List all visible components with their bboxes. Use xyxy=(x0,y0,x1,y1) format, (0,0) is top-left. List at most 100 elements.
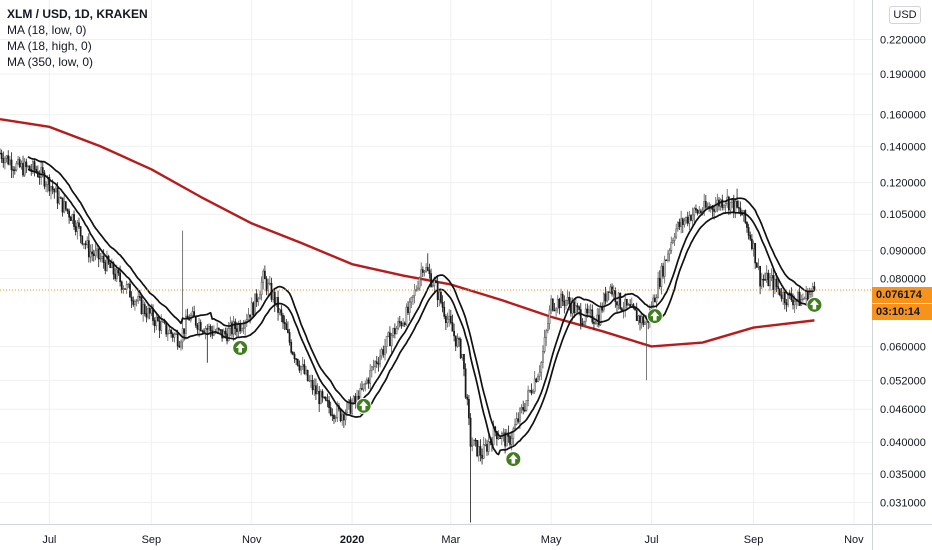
candle-body xyxy=(323,396,325,399)
candle-body xyxy=(519,408,521,422)
symbol-title[interactable]: XLM / USD, 1D, KRAKEN xyxy=(7,7,148,21)
price-axis-label: 0.105000 xyxy=(880,209,926,221)
up-arrow-icon xyxy=(809,299,819,310)
candle-body xyxy=(778,288,781,296)
candle-body xyxy=(685,216,687,222)
candle-body xyxy=(249,314,251,318)
candle-body xyxy=(117,269,120,274)
candle-body xyxy=(119,272,121,283)
candle-body xyxy=(268,282,271,285)
candle-body xyxy=(523,409,526,412)
candle-body xyxy=(403,322,406,326)
candle-body xyxy=(583,321,585,325)
currency-badge[interactable]: USD xyxy=(889,6,921,24)
candle-body xyxy=(155,316,158,327)
candle-body xyxy=(798,291,801,306)
candle-body xyxy=(683,220,686,225)
candle-body xyxy=(458,338,460,340)
price-axis-label: 0.060000 xyxy=(880,341,926,353)
candle-body xyxy=(612,289,615,295)
candle-body xyxy=(468,399,470,419)
candle-body xyxy=(477,446,480,457)
candle-body xyxy=(130,296,133,302)
candle-body xyxy=(698,210,701,214)
candle-body xyxy=(264,270,266,280)
candle-body xyxy=(535,378,538,383)
candle-body xyxy=(78,222,80,227)
candle-body xyxy=(247,314,250,320)
candle-body xyxy=(45,184,47,187)
indicator-ma-350-low[interactable]: MA (350, low, 0) xyxy=(7,55,94,69)
candle-body xyxy=(471,444,474,447)
candle-body xyxy=(777,286,780,290)
candle-body xyxy=(614,289,617,303)
candle-body xyxy=(114,273,117,280)
candle-body xyxy=(644,322,646,325)
candle-body xyxy=(624,298,627,310)
candle-body xyxy=(499,437,502,439)
candle-body xyxy=(706,206,709,208)
candle-body xyxy=(361,388,363,390)
candle-body xyxy=(652,297,655,310)
candle-body xyxy=(591,309,594,323)
candle-body xyxy=(280,309,283,316)
candle-body xyxy=(767,272,770,287)
candle-body xyxy=(517,418,520,422)
price-axis-label: 0.031000 xyxy=(880,497,926,509)
candle-body xyxy=(89,251,92,258)
candle-body xyxy=(157,316,159,322)
candle-body xyxy=(606,291,608,302)
time-axis-label: May xyxy=(541,534,562,546)
candle-body xyxy=(556,298,559,310)
candle-body xyxy=(390,335,393,347)
candle-body xyxy=(232,321,235,335)
candle-body xyxy=(206,328,209,330)
candle-body xyxy=(446,318,449,324)
candle-body xyxy=(663,259,666,277)
candle-body xyxy=(319,391,322,405)
candle-body xyxy=(484,444,487,446)
candle-body xyxy=(443,306,446,317)
candle-body xyxy=(805,290,808,299)
candle-body xyxy=(793,301,796,306)
candle-body xyxy=(326,399,329,402)
candle-body xyxy=(366,379,368,384)
candle-body xyxy=(783,291,786,304)
candle-body xyxy=(127,283,130,286)
candle-body xyxy=(282,315,284,323)
candle-body xyxy=(66,208,69,212)
ma-350-low-line xyxy=(0,117,815,348)
candle-body xyxy=(51,186,54,190)
candle-body xyxy=(744,210,747,223)
candle-body xyxy=(607,291,610,293)
candle-body xyxy=(40,167,43,178)
candle-body xyxy=(444,316,447,324)
candle-body xyxy=(413,289,416,297)
candle-body xyxy=(17,159,19,164)
candle-body xyxy=(300,366,302,371)
time-axis-label: Jul xyxy=(42,534,56,546)
candle-body xyxy=(160,321,163,331)
candle-body xyxy=(433,280,436,286)
indicator-ma-18-low[interactable]: MA (18, low, 0) xyxy=(7,23,87,37)
candle-body xyxy=(331,414,334,417)
candle-body xyxy=(83,243,85,245)
candle-body xyxy=(250,302,253,318)
candle-body xyxy=(387,332,390,337)
candle-body xyxy=(463,353,465,370)
candle-body xyxy=(339,408,342,422)
candle-body xyxy=(321,391,324,398)
candle-body xyxy=(166,333,169,335)
candle-body xyxy=(588,309,590,314)
candle-body xyxy=(15,163,18,171)
candle-body xyxy=(367,379,370,384)
indicator-ma-18-high[interactable]: MA (18, high, 0) xyxy=(7,39,92,53)
candle-body xyxy=(627,304,630,306)
candle-body xyxy=(2,158,5,164)
candle-body xyxy=(165,322,168,335)
candle-body xyxy=(563,300,566,306)
candle-body xyxy=(145,313,148,318)
candle-body xyxy=(675,228,678,238)
candle-body xyxy=(540,362,543,373)
